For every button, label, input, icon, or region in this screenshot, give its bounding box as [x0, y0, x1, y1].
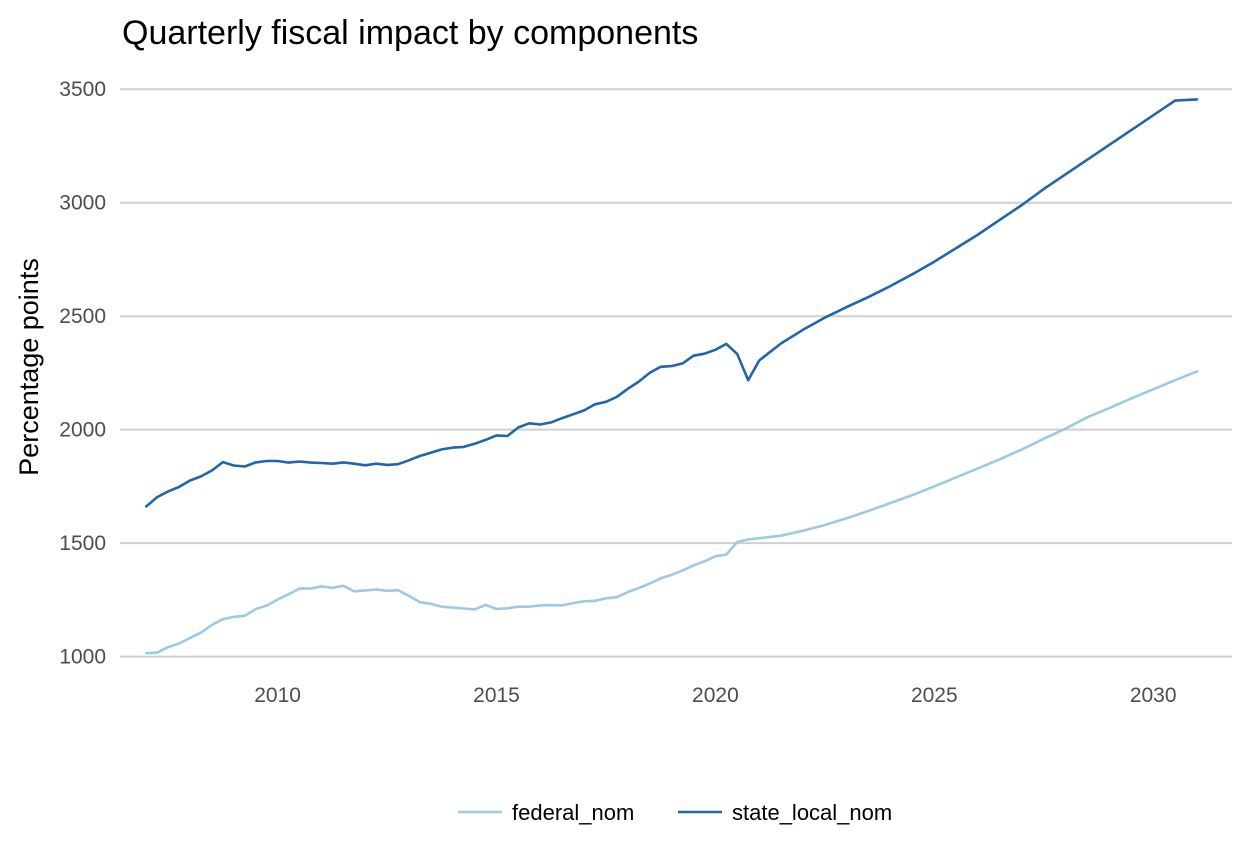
chart-title: Quarterly fiscal impact by components — [122, 14, 698, 52]
y-tick-label: 3500 — [59, 78, 106, 101]
y-tick-label: 1500 — [59, 532, 106, 555]
legend-label-state-local-nom: state_local_nom — [732, 800, 892, 825]
y-axis-label: Percentage points — [14, 258, 44, 476]
series-lines — [145, 98, 1199, 655]
x-tick-label: 2010 — [254, 684, 301, 707]
x-tick-label: 2025 — [911, 684, 958, 707]
series-line-federal-nom — [145, 370, 1199, 655]
gridlines — [120, 88, 1232, 658]
y-tick-label: 2000 — [59, 419, 106, 442]
y-tick-labels: 1000 1500 2000 2500 3000 3500 — [59, 78, 106, 668]
y-tick-label: 3000 — [59, 192, 106, 215]
legend: federal_nom state_local_nom — [458, 800, 892, 825]
series-line-state-local-nom — [145, 98, 1199, 508]
x-tick-labels: 2010 2015 2020 2025 2030 — [254, 684, 1176, 707]
x-tick-label: 2020 — [692, 684, 739, 707]
y-tick-label: 2500 — [59, 305, 106, 328]
x-tick-label: 2030 — [1130, 684, 1177, 707]
x-tick-label: 2015 — [473, 684, 520, 707]
legend-label-federal-nom: federal_nom — [512, 800, 634, 825]
y-tick-label: 1000 — [59, 646, 106, 669]
